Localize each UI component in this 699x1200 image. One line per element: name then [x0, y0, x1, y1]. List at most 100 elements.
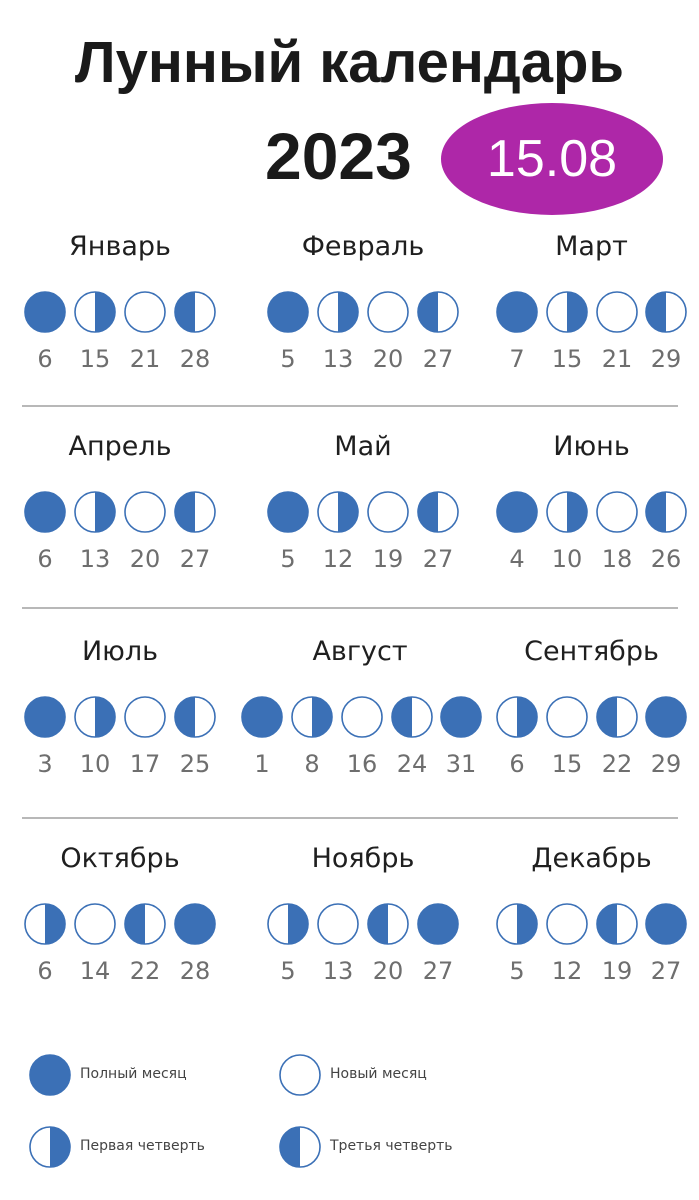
third-moon-icon	[390, 695, 434, 739]
legend-label: Первая четверть	[80, 1138, 205, 1154]
phase-day: 22	[601, 750, 633, 778]
full-moon-icon	[266, 490, 310, 534]
new-moon-icon	[366, 490, 410, 534]
new-moon-icon	[73, 902, 117, 946]
new-moon-icon	[545, 902, 589, 946]
phase-day: 10	[79, 750, 111, 778]
full-moon-icon	[644, 902, 688, 946]
phase-day: 16	[346, 750, 378, 778]
page-title: Лунный календарь	[74, 30, 625, 95]
legend-label: Третья четверть	[330, 1138, 453, 1154]
first-moon-icon	[28, 1125, 72, 1173]
first-moon-icon	[290, 695, 334, 739]
full-moon-icon	[23, 290, 67, 334]
phase-day: 13	[322, 957, 354, 985]
first-moon-icon	[266, 902, 310, 946]
year-title: 2023	[265, 119, 412, 193]
full-moon-icon	[23, 695, 67, 739]
phase-day: 14	[79, 957, 111, 985]
phase-day: 5	[280, 957, 296, 985]
first-moon-icon	[316, 490, 360, 534]
phase-day: 27	[422, 957, 454, 985]
first-moon-icon	[495, 902, 539, 946]
month-name: Август	[312, 636, 408, 667]
full-moon-icon	[416, 902, 460, 946]
phase-day: 21	[129, 345, 161, 373]
new-moon-icon	[316, 902, 360, 946]
phase-day: 27	[650, 957, 682, 985]
month-name: Июнь	[553, 431, 630, 462]
new-moon-icon	[595, 290, 639, 334]
full-moon-icon	[23, 490, 67, 534]
phase-day: 28	[179, 345, 211, 373]
third-moon-icon	[644, 490, 688, 534]
month-name: Февраль	[301, 231, 425, 262]
phase-day: 29	[650, 750, 682, 778]
third-moon-icon	[278, 1125, 322, 1173]
phase-day: 26	[650, 545, 682, 573]
third-moon-icon	[173, 490, 217, 534]
date-badge: 15.08	[441, 103, 663, 215]
phase-day: 19	[372, 545, 404, 573]
row-divider	[22, 405, 678, 407]
third-moon-icon	[123, 902, 167, 946]
phase-day: 13	[79, 545, 111, 573]
full-moon-icon	[240, 695, 284, 739]
full-moon-icon	[439, 695, 483, 739]
phase-day: 6	[37, 345, 53, 373]
first-moon-icon	[545, 290, 589, 334]
phase-day: 21	[601, 345, 633, 373]
legend-label: Полный месяц	[80, 1066, 187, 1082]
full-moon-icon	[495, 290, 539, 334]
phase-day: 8	[304, 750, 320, 778]
phase-day: 28	[179, 957, 211, 985]
first-moon-icon	[73, 490, 117, 534]
month-name: Март	[555, 231, 628, 262]
month-name: Ноябрь	[311, 843, 415, 874]
legend-label: Новый месяц	[330, 1066, 427, 1082]
full-moon-icon	[266, 290, 310, 334]
phase-day: 15	[551, 345, 583, 373]
phase-day: 20	[372, 957, 404, 985]
full-moon-icon	[644, 695, 688, 739]
month-name: Апрель	[68, 431, 172, 462]
phase-day: 5	[509, 957, 525, 985]
new-moon-icon	[278, 1053, 322, 1101]
phase-day: 3	[37, 750, 53, 778]
phase-day: 25	[179, 750, 211, 778]
new-moon-icon	[123, 290, 167, 334]
third-moon-icon	[416, 490, 460, 534]
third-moon-icon	[173, 695, 217, 739]
first-moon-icon	[495, 695, 539, 739]
phase-day: 22	[129, 957, 161, 985]
phase-day: 27	[179, 545, 211, 573]
third-moon-icon	[644, 290, 688, 334]
phase-day: 12	[322, 545, 354, 573]
full-moon-icon	[28, 1053, 72, 1101]
third-moon-icon	[595, 902, 639, 946]
new-moon-icon	[595, 490, 639, 534]
first-moon-icon	[73, 695, 117, 739]
full-moon-icon	[173, 902, 217, 946]
phase-day: 20	[129, 545, 161, 573]
phase-day: 13	[322, 345, 354, 373]
first-moon-icon	[23, 902, 67, 946]
phase-day: 27	[422, 545, 454, 573]
month-name: Октябрь	[60, 843, 180, 874]
month-name: Декабрь	[531, 843, 652, 874]
month-name: Сентябрь	[524, 636, 659, 667]
new-moon-icon	[545, 695, 589, 739]
month-name: Май	[334, 431, 392, 462]
phase-day: 5	[280, 345, 296, 373]
full-moon-icon	[495, 490, 539, 534]
phase-day: 20	[372, 345, 404, 373]
phase-day: 6	[37, 957, 53, 985]
phase-day: 18	[601, 545, 633, 573]
phase-day: 10	[551, 545, 583, 573]
phase-day: 19	[601, 957, 633, 985]
new-moon-icon	[340, 695, 384, 739]
phase-day: 6	[509, 750, 525, 778]
phase-day: 5	[280, 545, 296, 573]
phase-day: 15	[551, 750, 583, 778]
month-name: Июль	[81, 636, 159, 667]
